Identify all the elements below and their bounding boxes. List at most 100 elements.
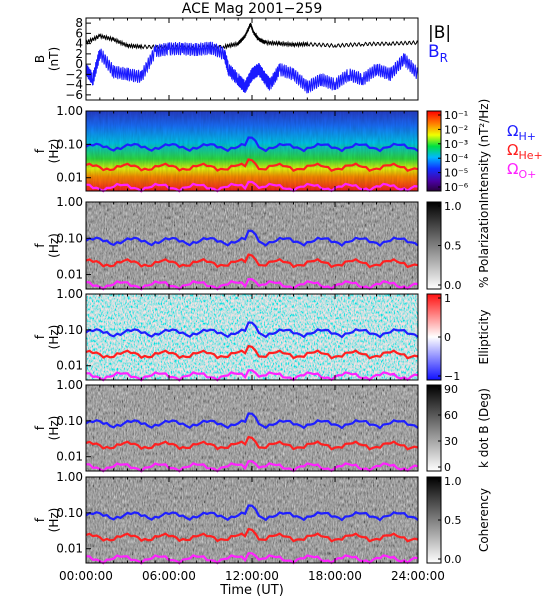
colorbar-tick-label: 10⁻⁴ — [444, 152, 469, 165]
y-axis-label: (Hz) — [47, 139, 61, 164]
gyrofreq-line-he — [85, 344, 419, 360]
gyrofreq-line-h — [85, 321, 419, 339]
y-axis-label: (nT) — [47, 47, 61, 71]
series-bmag-line — [85, 22, 419, 51]
panel-intensity: 1.00 0.10 0.01 10⁻¹10⁻² 10⁻³10⁻⁴ 10⁻⁵10⁻⁶ Inte… — [33, 99, 543, 204]
spectrogram-texture — [86, 294, 418, 380]
gyrofreq-line-he — [85, 158, 419, 173]
spectrogram-texture — [86, 477, 418, 563]
colorbar-tick-label: 0.0 — [444, 553, 462, 566]
y-tick-label: 4 — [75, 37, 83, 51]
colorbar-tick-label: 1.0 — [444, 200, 462, 213]
y-axis-label: (Hz) — [47, 233, 61, 258]
gyrofreq-line-h — [85, 229, 419, 247]
y-tick-label: 0 — [75, 57, 83, 71]
gyrofreq-line-he — [85, 253, 419, 269]
gyrofreq-line-h — [85, 136, 419, 153]
y-tick-label: 1.00 — [56, 195, 83, 209]
colorbar-tick-label: 90 — [444, 383, 458, 396]
colorbar-tick-label: 0.5 — [444, 514, 462, 527]
line-legend-o: ΩO+ — [507, 160, 536, 181]
x-tick-label: 06:00:00 — [142, 569, 196, 583]
panel-coherency: 1.00 0.10 0.01 1.0 0.5 0.0 Coherency f (Hz) — [33, 470, 491, 566]
y-axis-label: f — [33, 243, 47, 248]
y-axis-label: (Hz) — [47, 508, 61, 533]
y-axis-label: (Hz) — [47, 325, 61, 350]
x-tick-label: 18:00:00 — [308, 569, 362, 583]
y-tick-label: 8 — [75, 16, 83, 30]
y-tick-label: 1.00 — [56, 287, 83, 301]
y-tick-label: −4 — [65, 78, 83, 92]
colorbar-tick-label: 0.5 — [444, 240, 462, 253]
spectrogram-texture — [86, 385, 418, 471]
chart-title: ACE Mag 2001−259 — [182, 1, 322, 17]
colorbar-tick-label: 0 — [444, 331, 451, 344]
line-legend-subscript: H+ — [518, 130, 536, 143]
colorbar-tick-label: 1.0 — [444, 475, 462, 488]
panel-kdotb: 1.00 0.10 0.01 90 60 30 0 k dot B (Deg) f (Hz) — [33, 378, 491, 474]
colorbar-tick-label: 10⁻⁵ — [444, 167, 468, 180]
y-tick-label: 0.01 — [56, 542, 83, 556]
colorbar-tick-label: 10⁻¹ — [444, 109, 468, 122]
x-tick-label: 24:00:00 — [391, 569, 445, 583]
colorbar-tick-label: 0 — [444, 461, 451, 474]
y-axis-label: f — [33, 517, 47, 522]
colorbar-tick-label: 30 — [444, 435, 458, 448]
colorbar-label: % Polarization — [477, 203, 491, 288]
gyrofreq-line-he — [85, 527, 419, 543]
series-br-line — [85, 41, 419, 94]
legend-bmag: |B| — [428, 23, 451, 43]
colorbar-tick-label: 10⁻⁶ — [444, 181, 469, 194]
y-axis-label: B — [33, 55, 47, 63]
colorbar-tick-label: 10⁻³ — [444, 138, 468, 151]
y-tick-label: 1.00 — [56, 104, 83, 118]
colorbar-tick-label: 10⁻² — [444, 123, 468, 136]
colorbar-tick-label: 1 — [444, 292, 451, 305]
spectrogram-texture — [86, 202, 418, 289]
legend-br: BR — [428, 42, 448, 65]
x-tick-label: 00:00:00 — [59, 569, 113, 583]
x-axis-title: Time (UT) — [219, 583, 284, 598]
panel-ellipticity: 1.00 0.10 0.01 1 0 −1 Ellipticity f (Hz) — [33, 287, 491, 383]
colorbar-tick-label: 0.0 — [444, 279, 462, 292]
colorbar-label: Intensity (nT²/Hz) — [477, 99, 491, 204]
y-tick-label: 0.10 — [56, 414, 83, 428]
line-legend-he: ΩHe+ — [507, 141, 543, 162]
y-tick-label: 0.10 — [56, 231, 83, 245]
legend-br-subscript: R — [440, 51, 448, 65]
spectrogram-texture — [86, 111, 418, 191]
y-axis-label: (Hz) — [47, 416, 61, 441]
colorbar-tick-label: −1 — [444, 370, 460, 383]
y-tick-label: 2 — [75, 47, 83, 61]
y-tick-label: 0.01 — [56, 268, 83, 282]
colorbar-label: Coherency — [477, 488, 491, 552]
y-tick-label: 0.10 — [56, 323, 83, 337]
line-legend-subscript: O+ — [518, 168, 536, 181]
gyrofreq-line-h — [85, 504, 419, 522]
colorbar-tick-label: 60 — [444, 409, 458, 422]
y-tick-label: 6 — [75, 26, 83, 40]
y-axis-label: f — [33, 148, 47, 153]
y-tick-label: 0.10 — [56, 137, 83, 151]
y-axis-label: f — [33, 425, 47, 430]
panel-polarization: 1.00 0.10 0.01 1.0 0.5 0.0 % Polarization f (Hz) — [33, 195, 491, 292]
colorbar-intensity — [426, 110, 442, 192]
colorbar-kdotb — [426, 384, 442, 472]
colorbar-label: Ellipticity — [477, 310, 491, 365]
line-legend-h: ΩH+ — [507, 122, 536, 143]
y-tick-label: −6 — [65, 88, 83, 102]
x-tick-label: 12:00:00 — [225, 569, 279, 583]
y-tick-label: 1.00 — [56, 378, 83, 392]
y-tick-label: 0.10 — [56, 506, 83, 520]
y-axis-label: f — [33, 334, 47, 339]
y-tick-label: 0.01 — [56, 450, 83, 464]
gyrofreq-line-he — [85, 435, 419, 451]
colorbar-label: k dot B (Deg) — [477, 388, 491, 468]
y-tick-label: −2 — [65, 67, 83, 81]
y-tick-label: 0.01 — [56, 171, 83, 185]
line-legend-subscript: He+ — [518, 149, 542, 162]
gyrofreq-line-h — [85, 412, 419, 430]
